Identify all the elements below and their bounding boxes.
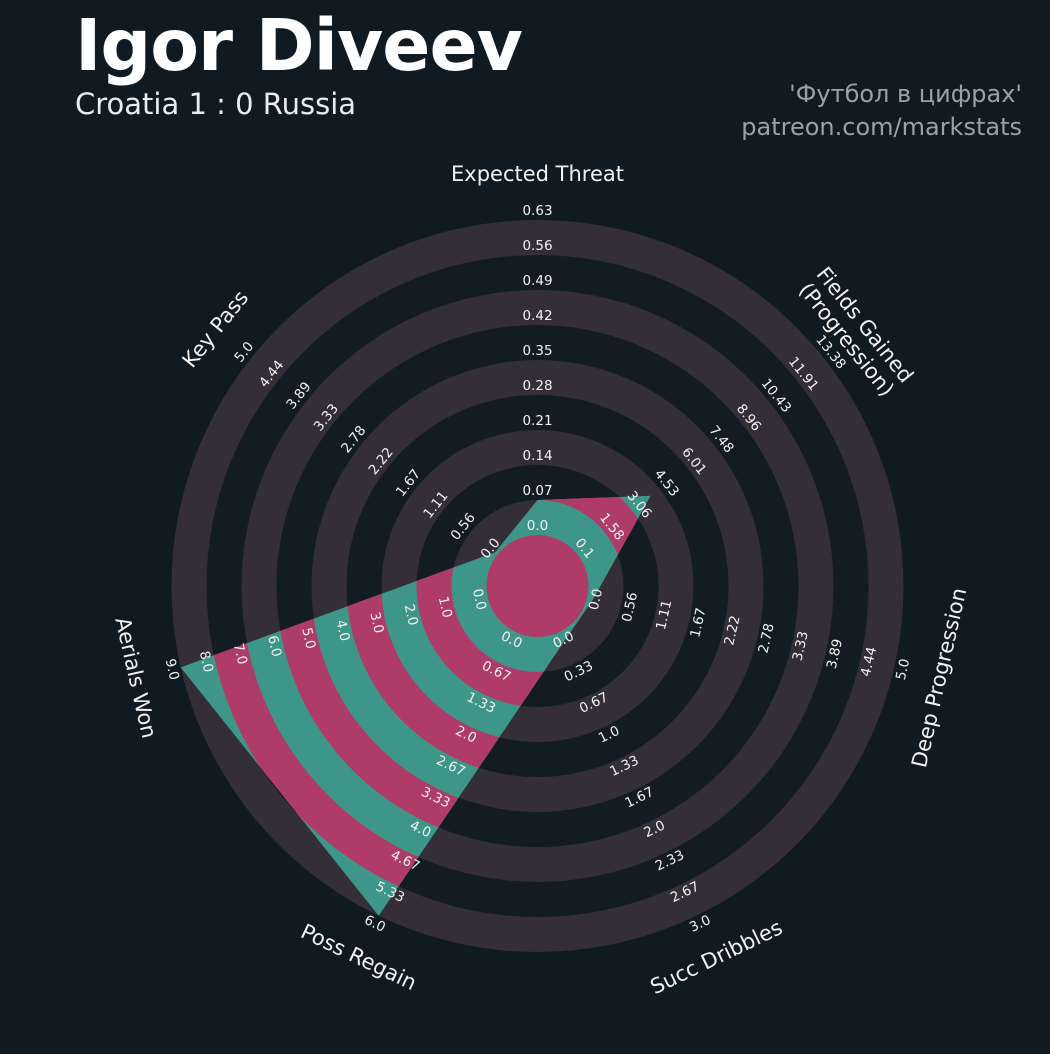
tick-label: 3.89 (824, 637, 846, 670)
axis-title-expected-threat: Expected Threat (451, 162, 624, 186)
tick-label: 0.0 (586, 587, 606, 612)
tick-label: 4.44 (858, 645, 880, 678)
tick-label: 0.63 (522, 203, 552, 219)
tick-label: 6.0 (264, 634, 284, 659)
tick-label: 1.0 (435, 595, 455, 620)
chart-header: Igor Diveev Croatia 1 : 0 Russia (75, 4, 523, 121)
axis-title-aerials-won: Aerials Won (110, 615, 161, 741)
tick-label: 5.0 (893, 657, 913, 682)
tick-label: 0.56 (619, 591, 641, 624)
tick-label: 0.07 (522, 483, 552, 499)
tick-label: 1.11 (653, 598, 675, 631)
attribution: 'Футбол в цифрах' patreon.com/markstats (741, 78, 1022, 144)
tick-label: 3.0 (366, 610, 386, 635)
tick-label: 8.0 (196, 649, 216, 674)
tick-label: 7.0 (230, 642, 250, 667)
tick-label: 0.42 (522, 308, 552, 324)
tick-label: 2.78 (755, 622, 777, 655)
tick-label: 3.33 (790, 630, 812, 663)
tick-label: 9.0 (162, 657, 182, 682)
axis-title-poss-regain: Poss Regain (297, 919, 420, 995)
match-score-subtitle: Croatia 1 : 0 Russia (75, 87, 357, 121)
tick-label: 0.49 (522, 273, 552, 289)
tick-label: 0.14 (522, 448, 552, 464)
attribution-brand: 'Футбол в цифрах' (789, 80, 1022, 108)
axis-title-deep-progression: Deep Progression (907, 586, 971, 770)
tick-label: 2.22 (721, 614, 743, 647)
tick-label: 0.28 (522, 378, 552, 394)
tick-label: 0.35 (522, 343, 552, 359)
tick-label: 5.0 (298, 626, 318, 651)
tick-label: 0.56 (522, 238, 552, 254)
tick-label: 2.0 (401, 603, 421, 628)
tick-label: 4.0 (332, 618, 352, 643)
tick-label: 1.67 (687, 606, 709, 639)
attribution-patreon-url: patreon.com/markstats (741, 113, 1022, 142)
player-name-title: Igor Diveev (75, 4, 523, 87)
tick-label: 0.0 (527, 518, 548, 534)
tick-label: 0.0 (469, 587, 489, 612)
tick-label: 0.21 (522, 413, 552, 429)
